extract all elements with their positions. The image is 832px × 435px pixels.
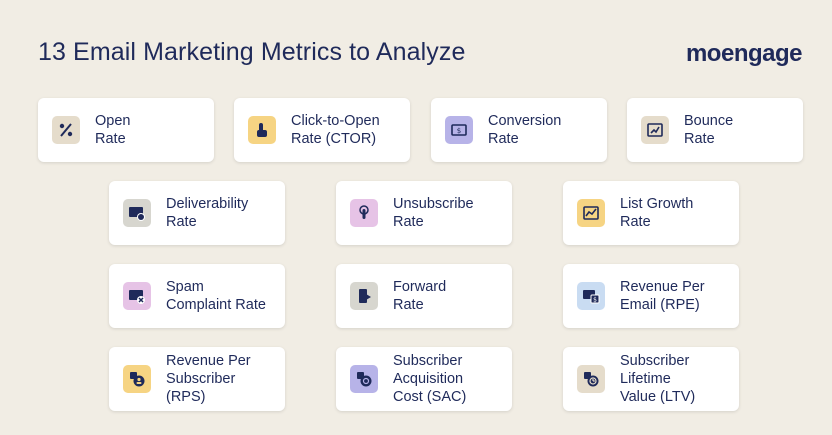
metric-card-unsubscribe-rate: Unsubscribe Rate — [336, 181, 512, 245]
svg-text:$: $ — [593, 297, 597, 304]
page-title: 13 Email Marketing Metrics to Analyze — [38, 38, 466, 66]
metric-card-deliverability-rate: Deliverability Rate — [109, 181, 285, 245]
metric-label: Spam Complaint Rate — [166, 279, 266, 313]
bounce-icon — [641, 116, 669, 144]
metric-card-list-growth-rate: List Growth Rate — [563, 181, 739, 245]
metric-card-revenue-per-email: $ Revenue Per Email (RPE) — [563, 264, 739, 328]
metric-label: Click-to-Open Rate (CTOR) — [291, 113, 380, 147]
growth-chart-icon — [577, 199, 605, 227]
metric-card-ctor: Click-to-Open Rate (CTOR) — [234, 98, 410, 162]
acquisition-cost-icon — [350, 365, 378, 393]
metric-card-spam-complaint-rate: Spam Complaint Rate — [109, 264, 285, 328]
metric-label: Bounce Rate — [684, 113, 734, 147]
brand-logo: moengage — [685, 40, 803, 67]
click-icon — [248, 116, 276, 144]
metric-label: Revenue Per Email (RPE) — [620, 279, 705, 313]
metric-card-forward-rate: Forward Rate — [336, 264, 512, 328]
metric-label: Conversion Rate — [488, 113, 562, 147]
metric-label: Subscriber Acquisition Cost (SAC) — [393, 353, 467, 405]
metric-label: Revenue Per Subscriber (RPS) — [166, 353, 251, 405]
metric-label: List Growth Rate — [620, 196, 694, 230]
revenue-email-icon: $ — [577, 282, 605, 310]
spam-icon — [123, 282, 151, 310]
metric-card-conversion-rate: $ Conversion Rate — [431, 98, 607, 162]
metric-card-subscriber-acquisition-cost: Subscriber Acquisition Cost (SAC) — [336, 347, 512, 411]
metric-card-subscriber-lifetime-value: Subscriber Lifetime Value (LTV) — [563, 347, 739, 411]
metric-label: Forward Rate — [393, 279, 447, 313]
metric-card-revenue-per-subscriber: Revenue Per Subscriber (RPS) — [109, 347, 285, 411]
metric-label: Unsubscribe Rate — [393, 196, 474, 230]
svg-text:$: $ — [457, 127, 461, 135]
forward-icon — [350, 282, 378, 310]
deliverability-icon — [123, 199, 151, 227]
revenue-subscriber-icon — [123, 365, 151, 393]
conversion-icon: $ — [445, 116, 473, 144]
metric-label: Deliverability Rate — [166, 196, 249, 230]
percent-icon — [52, 116, 80, 144]
metric-card-open-rate: Open Rate — [38, 98, 214, 162]
lifetime-value-icon — [577, 365, 605, 393]
metric-label: Open Rate — [95, 113, 131, 147]
metric-card-bounce-rate: Bounce Rate — [627, 98, 803, 162]
unsubscribe-icon — [350, 199, 378, 227]
metric-label: Subscriber Lifetime Value (LTV) — [620, 353, 696, 405]
